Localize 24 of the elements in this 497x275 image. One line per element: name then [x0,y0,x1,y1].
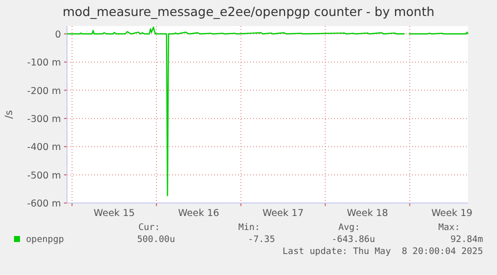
text: Max: [438,223,460,233]
x-tick-label: Week 16 [178,208,220,219]
x-tick-label: Week 18 [346,208,388,219]
y-tick-label: -600 m [27,198,61,210]
text: Last update: Thu May 8 20:00:04 2025 [282,247,483,257]
x-tick-label: Week 19 [431,208,472,219]
text: Min: [238,223,260,233]
x-tick-label: Week 17 [262,208,304,219]
y-tick-label: -400 m [27,142,61,154]
chart-title: mod_measure_message_e2ee/openpgp counter - by month [62,4,434,19]
x-tick-label: Week 15 [94,208,135,219]
text: 500.00u [137,235,175,245]
y-tick-label: -200 m [27,86,61,97]
y-tick-label: -500 m [27,170,61,182]
y-tick-label: -100 m [27,58,61,69]
text: -7.35 [248,235,275,245]
text: Avg: [338,223,360,233]
legend-label: openpgp [26,235,64,245]
text: -643.86u [332,235,375,245]
y-axis-title: /s [4,110,15,119]
y-tick-label: 0 [54,29,61,40]
y-tick-label: -300 m [27,114,61,125]
text: 92.84m [450,235,483,245]
text: Cur: [138,223,160,233]
